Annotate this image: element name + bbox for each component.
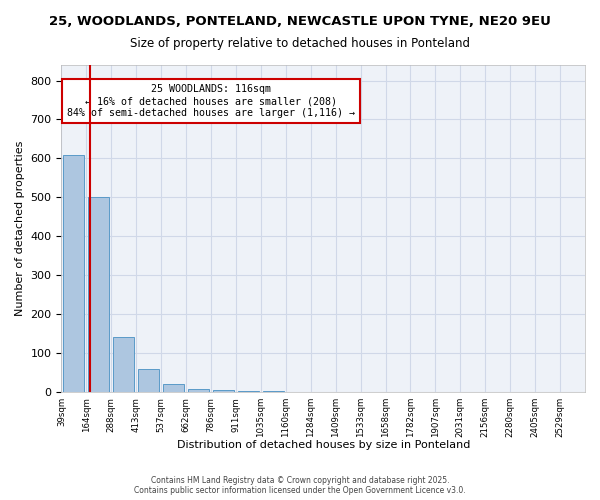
Y-axis label: Number of detached properties: Number of detached properties bbox=[15, 141, 25, 316]
Text: 25, WOODLANDS, PONTELAND, NEWCASTLE UPON TYNE, NE20 9EU: 25, WOODLANDS, PONTELAND, NEWCASTLE UPON… bbox=[49, 15, 551, 28]
Bar bbox=[263, 391, 284, 392]
Bar bbox=[188, 389, 209, 392]
Text: Size of property relative to detached houses in Ponteland: Size of property relative to detached ho… bbox=[130, 38, 470, 51]
X-axis label: Distribution of detached houses by size in Ponteland: Distribution of detached houses by size … bbox=[176, 440, 470, 450]
Bar bbox=[63, 156, 85, 392]
Text: 25 WOODLANDS: 116sqm
← 16% of detached houses are smaller (208)
84% of semi-deta: 25 WOODLANDS: 116sqm ← 16% of detached h… bbox=[67, 84, 355, 117]
Bar bbox=[88, 198, 109, 392]
Bar bbox=[163, 384, 184, 392]
Bar bbox=[213, 390, 234, 392]
Bar bbox=[138, 368, 159, 392]
Bar bbox=[113, 338, 134, 392]
Text: Contains HM Land Registry data © Crown copyright and database right 2025.
Contai: Contains HM Land Registry data © Crown c… bbox=[134, 476, 466, 495]
Bar bbox=[238, 391, 259, 392]
